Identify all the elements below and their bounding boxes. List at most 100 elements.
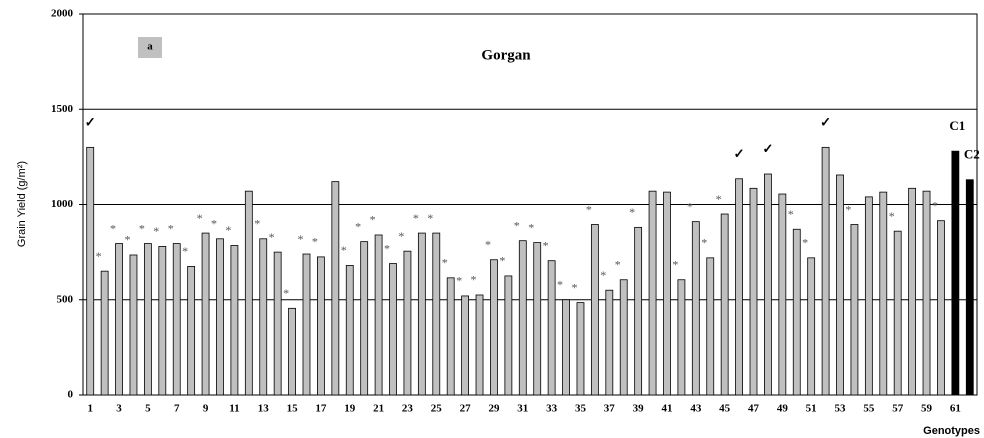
y-tick-label: 1500 (51, 103, 74, 115)
x-tick-label: 37 (604, 403, 616, 415)
significance-mark: * (485, 237, 491, 251)
y-tick-label: 0 (68, 389, 74, 401)
bar (951, 150, 960, 396)
bar (605, 289, 614, 396)
bar (850, 224, 859, 396)
significance-mark: * (442, 256, 448, 270)
significance-mark: * (571, 280, 577, 294)
bar (547, 260, 556, 396)
bar (288, 307, 296, 396)
bar (836, 174, 844, 396)
x-tick-label: 41 (661, 403, 672, 415)
significance-mark: * (197, 211, 203, 225)
bar (562, 299, 570, 396)
bar (749, 187, 758, 396)
significance-mark: * (110, 221, 116, 235)
x-tick-label: 3 (116, 403, 122, 415)
bar (302, 253, 311, 396)
significance-mark: * (788, 207, 794, 221)
bar (764, 173, 772, 396)
bar (475, 294, 484, 396)
bar (432, 232, 441, 396)
x-tick-label: 53 (835, 403, 847, 415)
x-tick-label: 45 (719, 403, 731, 415)
bar (216, 238, 224, 396)
significance-mark: * (96, 249, 102, 263)
bar (648, 190, 657, 396)
significance-mark: * (225, 223, 231, 237)
bar (864, 196, 873, 396)
bar (490, 259, 498, 396)
control-label: C2 (964, 147, 980, 162)
bar (735, 178, 743, 396)
bar (244, 190, 253, 396)
significance-mark: * (701, 236, 707, 250)
bar (937, 220, 945, 396)
bar (230, 245, 239, 396)
x-axis-label: Genotypes (923, 425, 980, 437)
significance-mark: * (269, 230, 275, 244)
x-tick-label: 5 (145, 403, 151, 415)
significance-mark: * (124, 233, 130, 247)
bar (461, 295, 470, 396)
significance-mark: * (629, 205, 635, 219)
x-tick-label: 59 (921, 403, 933, 415)
x-tick-label: 31 (517, 403, 528, 415)
control-label: C1 (949, 118, 965, 133)
y-tick-label: 1000 (51, 198, 74, 210)
bar (158, 246, 167, 396)
x-tick-label: 39 (633, 403, 645, 415)
significance-mark: * (889, 209, 895, 223)
significance-mark: * (398, 229, 404, 243)
x-tick-label: 43 (690, 403, 702, 415)
significance-mark: * (557, 278, 563, 292)
panel-label: a (147, 41, 153, 53)
bar (360, 241, 369, 396)
significance-mark: * (802, 236, 808, 250)
bar (893, 230, 902, 396)
bar (172, 243, 181, 396)
x-tick-label: 21 (373, 403, 384, 415)
bar (792, 228, 801, 396)
bar (345, 265, 354, 396)
significance-mark: * (254, 217, 260, 231)
significance-mark: * (845, 202, 851, 216)
significance-mark: * (716, 192, 722, 206)
significance-mark: * (370, 213, 376, 227)
bar (187, 266, 196, 396)
x-tick-label: 25 (431, 403, 443, 415)
bar (590, 224, 599, 396)
bar (86, 146, 95, 396)
bar (389, 263, 397, 396)
bar (273, 251, 282, 396)
x-tick-label: 17 (315, 403, 327, 415)
significance-mark: * (687, 199, 693, 213)
significance-mark: * (600, 268, 606, 282)
bar (115, 243, 123, 396)
x-tick-label: 51 (806, 403, 817, 415)
significance-mark: * (427, 211, 433, 225)
bar (634, 226, 643, 396)
bar (403, 250, 412, 396)
x-tick-label: 61 (950, 403, 961, 415)
x-tick-label: 19 (344, 403, 356, 415)
check-mark: ✓ (85, 114, 96, 129)
significance-mark: * (932, 198, 938, 212)
x-tick-label: 27 (460, 403, 472, 415)
bar (720, 213, 729, 396)
bar (504, 275, 513, 396)
significance-mark: * (341, 243, 347, 257)
significance-mark: * (514, 218, 520, 232)
significance-mark: * (615, 257, 621, 271)
significance-mark: * (153, 224, 159, 238)
significance-mark: * (312, 235, 318, 249)
y-tick-label: 500 (57, 293, 74, 305)
significance-mark: * (139, 221, 145, 235)
significance-mark: * (471, 273, 477, 287)
bar (879, 191, 888, 396)
x-tick-label: 35 (575, 403, 587, 415)
x-tick-label: 9 (203, 403, 209, 415)
bar (518, 240, 527, 396)
